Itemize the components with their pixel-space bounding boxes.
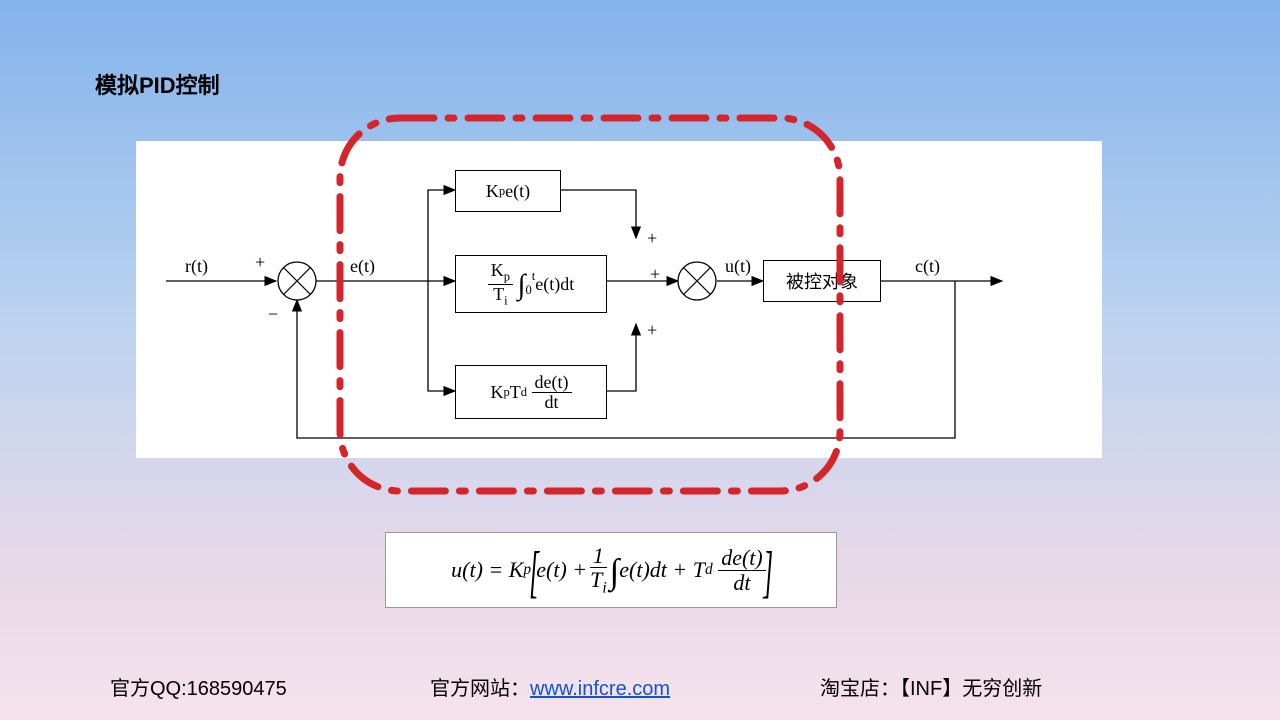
footer-qq: 官方QQ:168590475 [110, 672, 287, 701]
sum1-minus: − [268, 304, 278, 325]
sum1-plus: + [255, 252, 265, 273]
signal-r: r(t) [185, 256, 208, 277]
footer-site-link[interactable]: www.infcre.com [530, 678, 670, 700]
derivative-block: KpTd de(t)dt [455, 365, 607, 419]
sum2-plus-left: + [650, 264, 660, 285]
proportional-block: Kpe(t) [455, 170, 561, 212]
footer-site: 官方网站：www.infcre.com [430, 672, 670, 701]
signal-u: u(t) [725, 256, 751, 277]
plant-block: 被控对象 [763, 260, 881, 302]
sum2-plus-top: + [647, 228, 657, 249]
footer-shop: 淘宝店：【INF】无穷创新 [820, 672, 1042, 701]
footer-site-label: 官方网站： [430, 678, 530, 700]
integral-block: KpTi ∫0te(t)dt [455, 255, 607, 313]
signal-e: e(t) [350, 256, 375, 277]
pid-equation: u(t) = Kp[e(t) + 1Ti∫e(t)dt + Td de(t)dt… [385, 532, 837, 608]
pid-block-diagram [136, 141, 1102, 458]
footer-qq-value: 168590475 [187, 678, 287, 700]
footer-shop-value: 【INF】无穷创新 [900, 678, 1042, 700]
footer-shop-label: 淘宝店： [820, 678, 900, 700]
footer-qq-label: 官方QQ: [110, 678, 187, 700]
signal-c: c(t) [915, 256, 940, 277]
sum2-plus-bottom: + [647, 320, 657, 341]
